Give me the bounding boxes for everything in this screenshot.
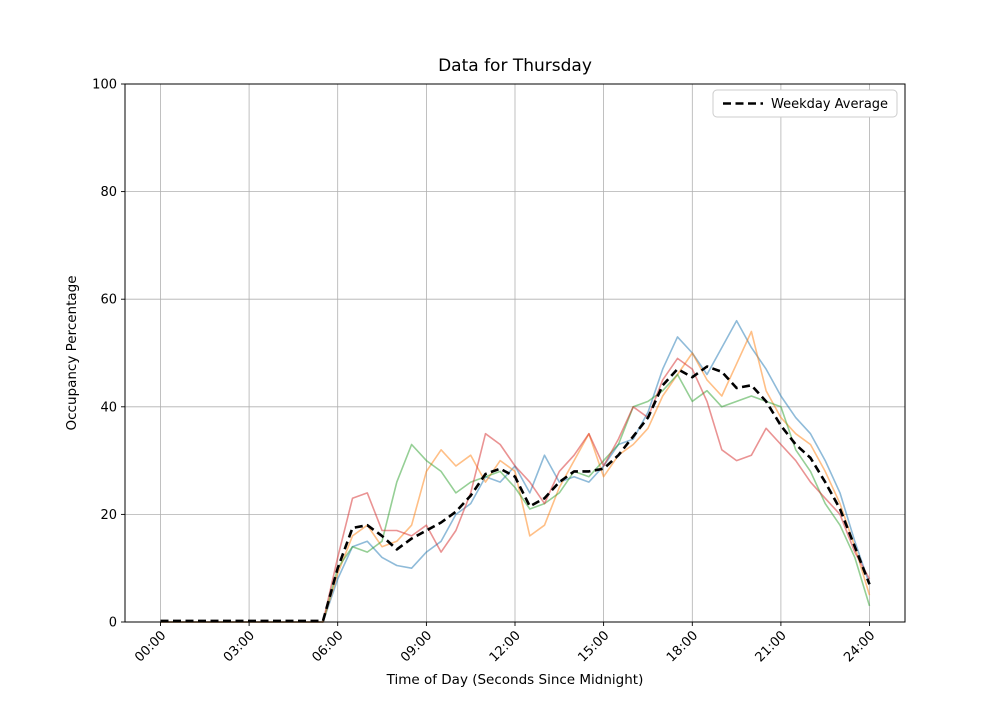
- y-tick-label: 40: [100, 400, 117, 415]
- y-tick-label: 80: [100, 185, 117, 200]
- x-tick-label: 09:00: [398, 628, 435, 665]
- x-tick-label: 00:00: [132, 628, 169, 665]
- legend-entry-label: Weekday Average: [771, 97, 888, 112]
- legend: Weekday Average: [712, 89, 898, 118]
- legend-frame: [712, 89, 898, 118]
- x-tick-label: 06:00: [309, 628, 346, 665]
- ticks-layer: 00:00 03:00 06:00 09:00 12:00 15:00 18:00 21:00…: [92, 78, 878, 666]
- y-tick-label: 0: [109, 616, 117, 631]
- series-line-weekday-average: [160, 365, 871, 623]
- x-tick-label: 12:00: [487, 628, 524, 665]
- y-axis-label: Occupancy Percentage: [64, 275, 80, 430]
- grid-layer: [125, 83, 905, 623]
- y-tick-label: 60: [100, 293, 117, 308]
- x-tick-label: 24:00: [841, 628, 878, 665]
- x-tick-label: 15:00: [575, 628, 612, 665]
- x-tick-label: 03:00: [221, 628, 258, 665]
- chart-title: Data for Thursday: [438, 56, 592, 76]
- y-tick-label: 20: [100, 508, 117, 523]
- x-axis-label: Time of Day (Seconds Since Midnight): [386, 672, 644, 688]
- y-tick-label: 100: [92, 78, 117, 93]
- x-tick-label: 21:00: [753, 628, 790, 665]
- x-tick-label: 18:00: [664, 628, 701, 665]
